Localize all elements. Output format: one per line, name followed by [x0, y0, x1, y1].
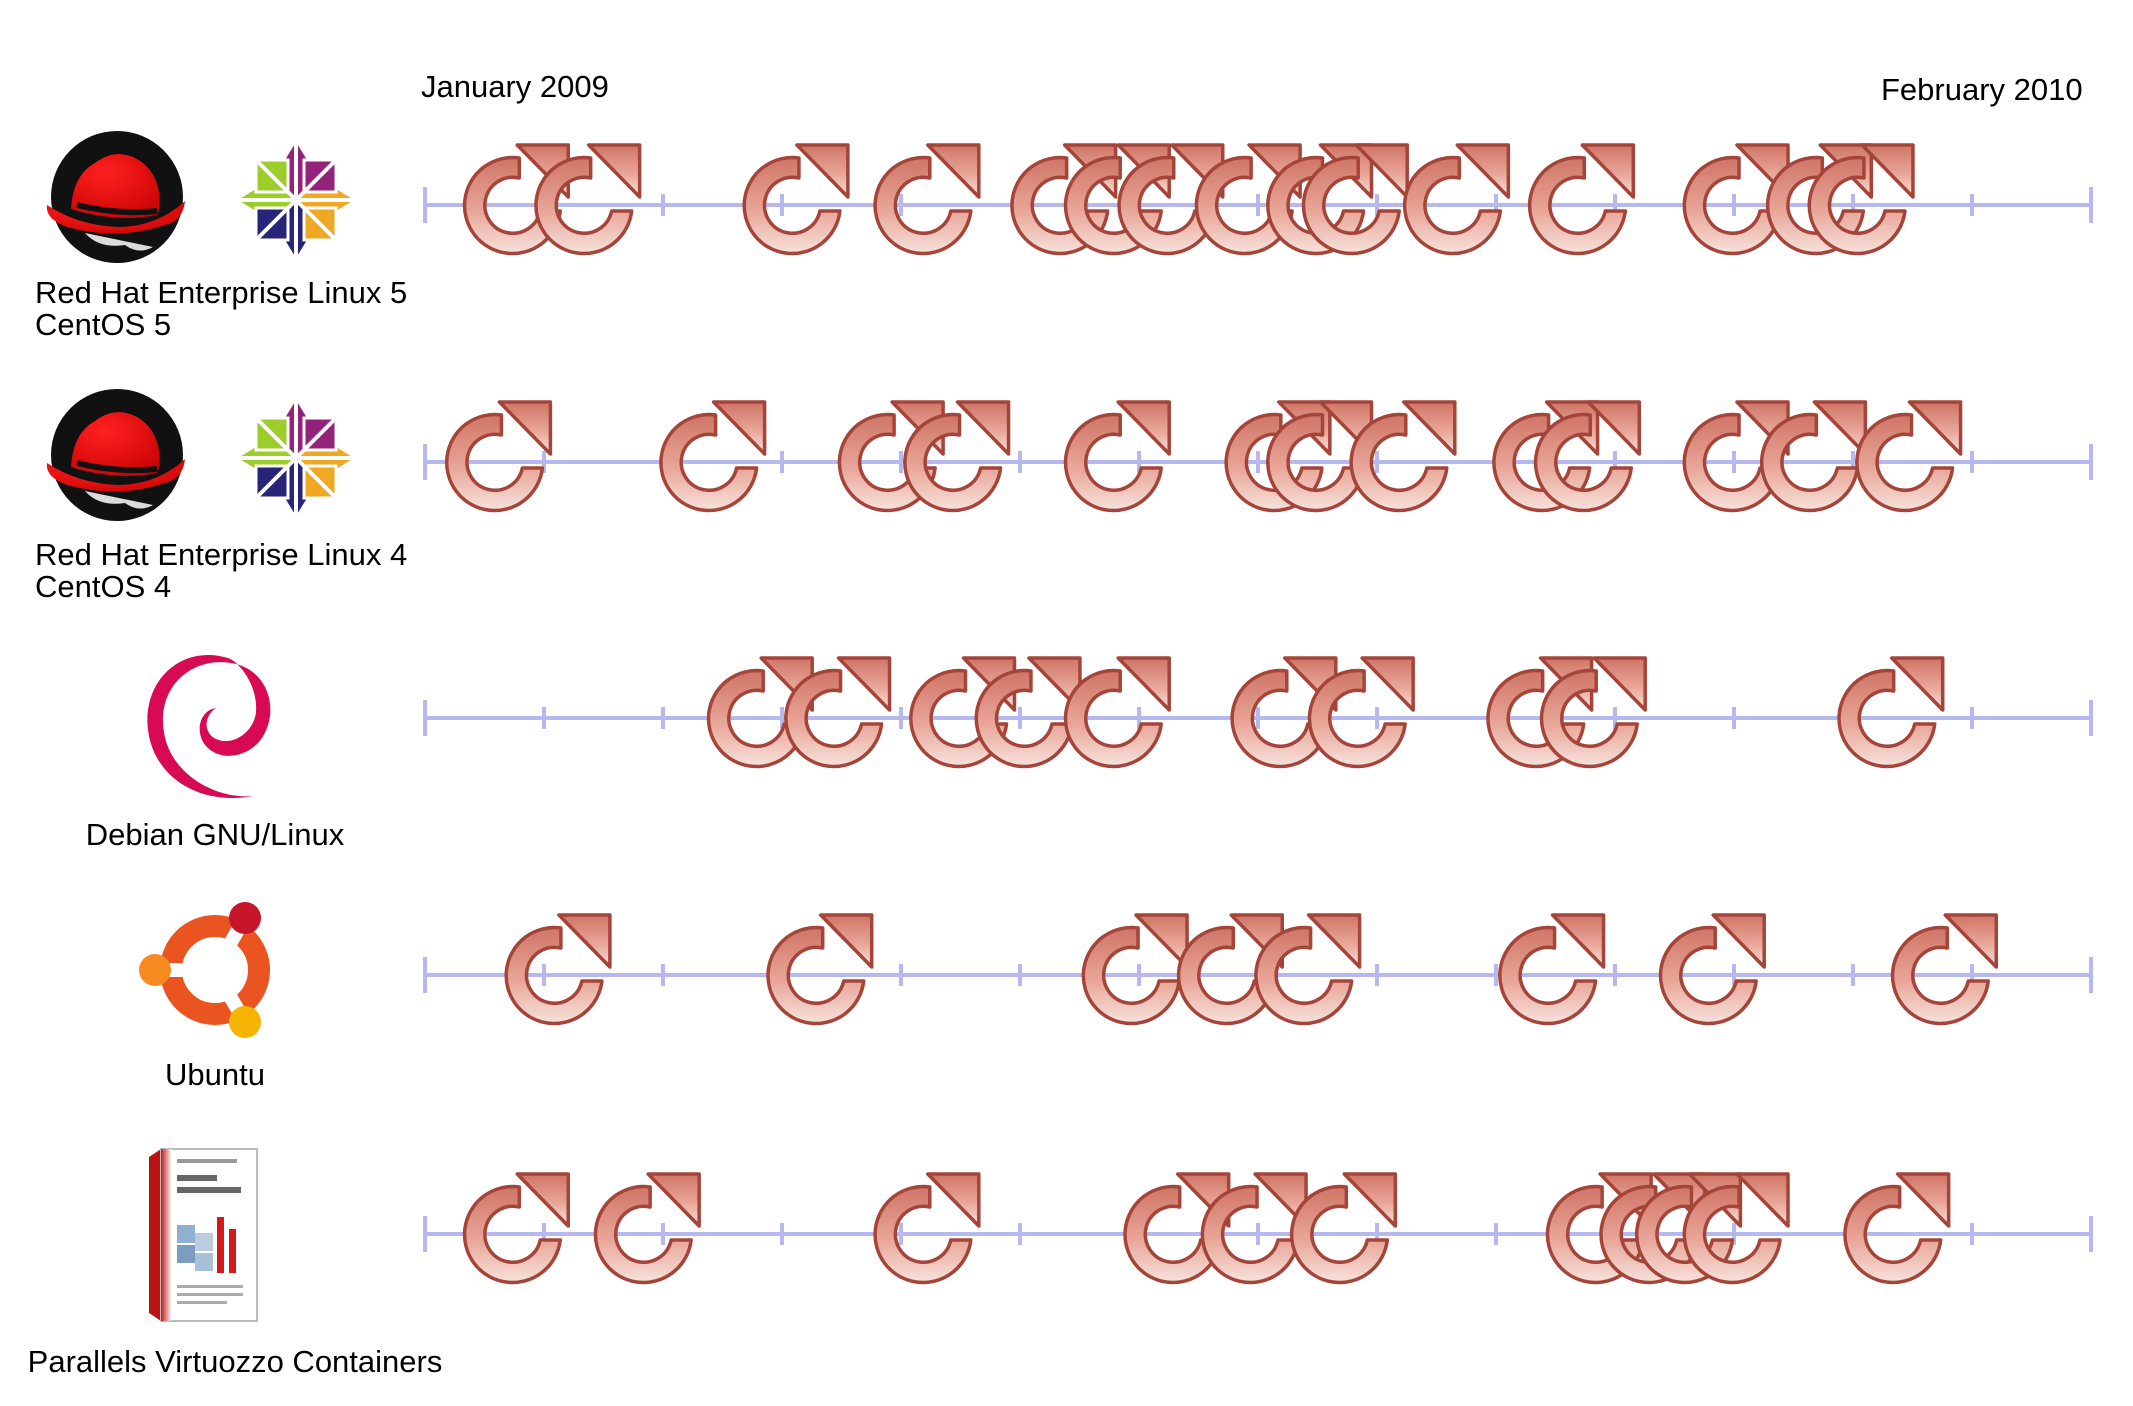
update-icon [1527, 143, 1636, 256]
centos-logo-icon [234, 396, 358, 520]
os-label-rhel5-line2: CentOS 5 [35, 307, 172, 342]
ubuntu-logo-icon [139, 902, 261, 1038]
update-icon [742, 143, 850, 256]
os-label-debian: Debian GNU/Linux [85, 817, 345, 852]
os-label-ubuntu: Ubuntu [165, 1057, 265, 1092]
update-icon [1855, 400, 1963, 513]
update-icon [1658, 913, 1766, 1026]
timeline-row-0 [47, 131, 2093, 263]
start-date-label: January 2009 [421, 69, 609, 104]
update-icon [873, 143, 981, 256]
redhat-logo-icon [47, 131, 185, 263]
redhat-logo-icon [47, 389, 185, 521]
update-icon [1063, 400, 1171, 513]
os-label-rhel5-line1: Red Hat Enterprise Linux 5 [35, 275, 408, 310]
end-date-label: February 2010 [1881, 72, 2083, 107]
timeline-row-3 [139, 902, 2093, 1038]
update-icon [1402, 143, 1511, 256]
os-label-rhel4-line2: CentOS 4 [35, 569, 172, 604]
update-icon [462, 1172, 570, 1285]
update-icon [766, 913, 874, 1026]
timeline-row-2 [147, 654, 2093, 799]
update-icon [1533, 400, 1641, 513]
update-icon [659, 400, 767, 513]
update-icon [1081, 913, 1189, 1026]
os-label-parallels: Parallels Virtuozzo Containers [27, 1344, 443, 1379]
update-icon [1807, 143, 1915, 256]
update-icon [1498, 913, 1606, 1026]
centos-logo-icon [234, 138, 358, 262]
update-icon [504, 913, 612, 1026]
parallels-box-logo-icon [148, 1148, 258, 1322]
update-icon [1837, 656, 1945, 769]
update-icon [444, 400, 553, 513]
debian-logo-icon [147, 654, 271, 799]
update-icon [1843, 1172, 1951, 1285]
timeline-row-1 [47, 389, 2093, 521]
timeline-row-4 [148, 1148, 2093, 1322]
update-icon [593, 1172, 701, 1285]
update-icon [873, 1172, 981, 1285]
os-label-rhel4-line1: Red Hat Enterprise Linux 4 [35, 537, 408, 572]
update-icon [1890, 913, 1998, 1026]
